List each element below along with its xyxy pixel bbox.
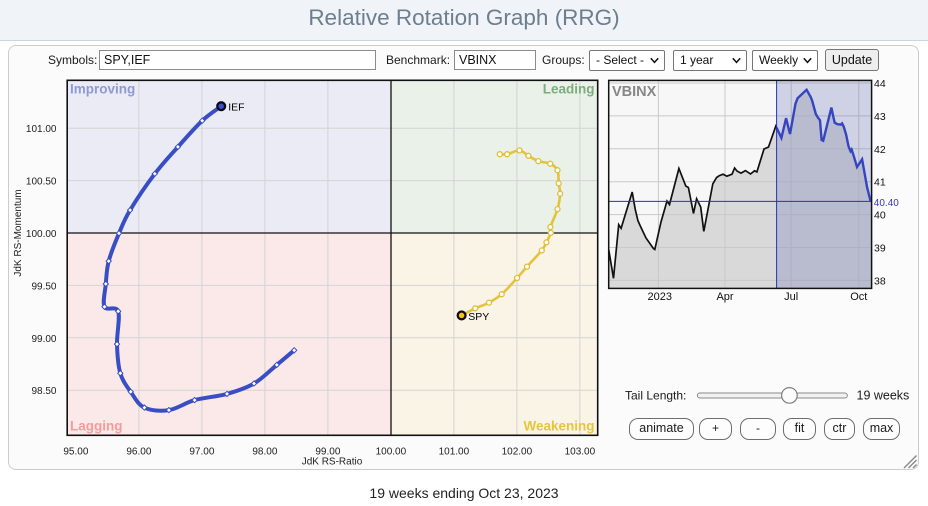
svg-text:41: 41	[874, 177, 886, 189]
svg-text:Apr: Apr	[716, 291, 733, 303]
svg-text:44: 44	[874, 78, 886, 90]
svg-text:95.00: 95.00	[63, 447, 88, 458]
svg-text:40.40: 40.40	[874, 198, 899, 209]
svg-text:2023: 2023	[648, 291, 672, 303]
svg-text:VBINX: VBINX	[612, 84, 657, 100]
svg-text:Oct: Oct	[850, 291, 867, 303]
svg-text:98.00: 98.00	[252, 447, 277, 458]
svg-text:JdK RS-Momentum: JdK RS-Momentum	[13, 189, 24, 276]
svg-text:Weakening: Weakening	[523, 419, 594, 434]
svg-text:100.50: 100.50	[26, 177, 57, 188]
svg-text:101.00: 101.00	[439, 447, 470, 458]
svg-text:38: 38	[874, 275, 886, 287]
svg-text:Jul: Jul	[784, 291, 798, 303]
svg-text:99.00: 99.00	[31, 334, 56, 345]
svg-text:42: 42	[874, 144, 886, 156]
svg-text:Leading: Leading	[543, 82, 595, 97]
svg-text:Lagging: Lagging	[70, 419, 123, 434]
svg-text:SPY: SPY	[468, 311, 489, 323]
svg-text:Improving: Improving	[70, 82, 135, 97]
svg-text:99.00: 99.00	[315, 447, 340, 458]
svg-text:101.00: 101.00	[26, 124, 57, 135]
svg-text:102.00: 102.00	[502, 447, 533, 458]
svg-text:100.00: 100.00	[376, 447, 407, 458]
svg-text:96.00: 96.00	[126, 447, 151, 458]
svg-text:IEF: IEF	[228, 102, 244, 114]
svg-text:39: 39	[874, 243, 886, 255]
svg-text:99.50: 99.50	[31, 282, 56, 293]
svg-text:JdK RS-Ratio: JdK RS-Ratio	[302, 457, 363, 468]
svg-text:100.00: 100.00	[26, 229, 57, 240]
svg-text:103.00: 103.00	[565, 447, 596, 458]
svg-text:43: 43	[874, 111, 886, 123]
svg-text:19 weeks: 19 weeks	[857, 389, 910, 403]
svg-text:Tail Length:: Tail Length:	[625, 389, 686, 403]
svg-text:40: 40	[874, 210, 886, 222]
svg-text:97.00: 97.00	[189, 447, 214, 458]
svg-text:98.50: 98.50	[31, 386, 56, 397]
